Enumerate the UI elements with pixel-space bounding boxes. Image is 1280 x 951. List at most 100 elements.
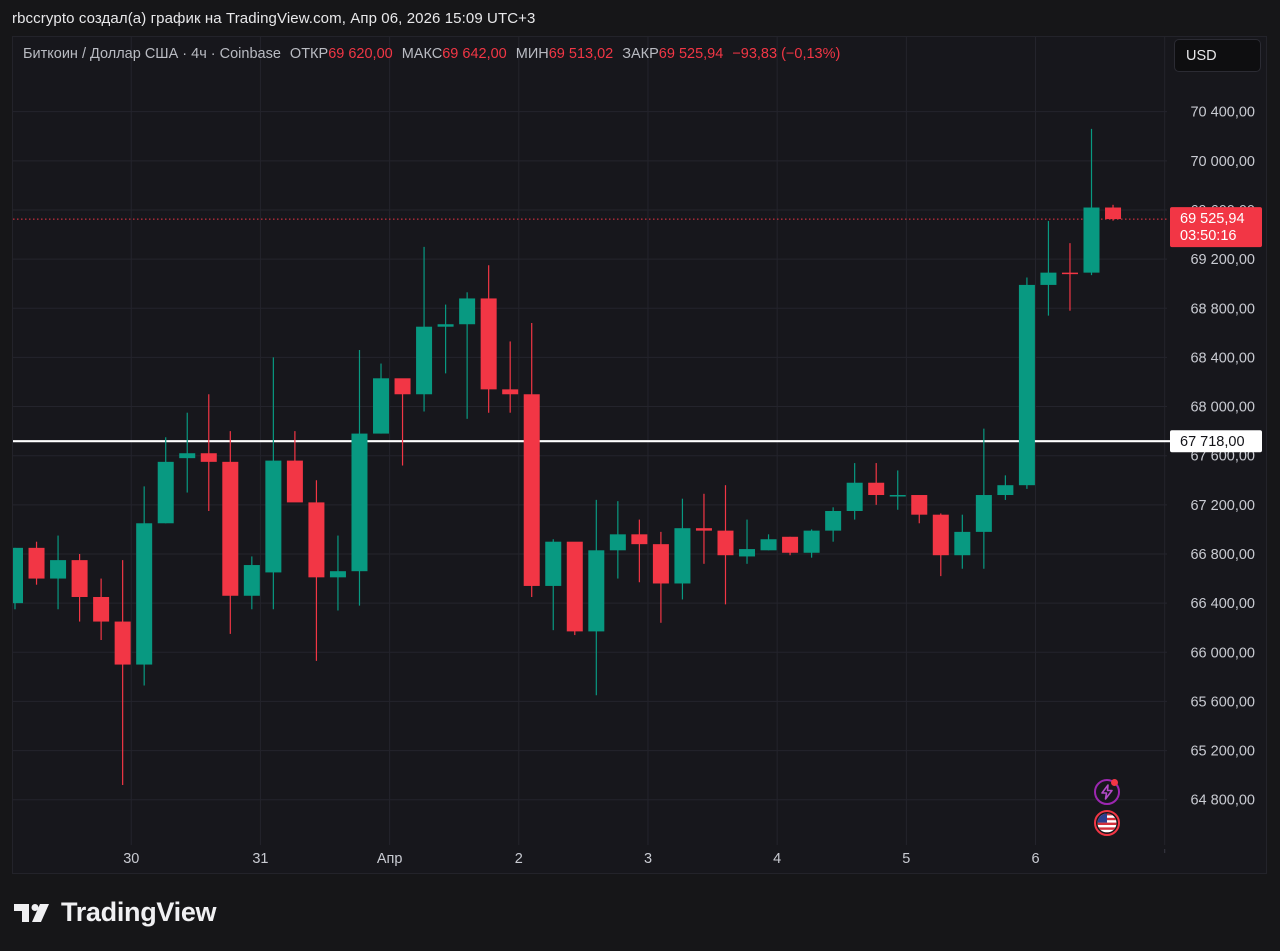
tradingview-logo-icon (14, 903, 49, 922)
candle-body (523, 394, 540, 586)
candle-body (480, 298, 497, 390)
candle-body (1105, 207, 1122, 220)
horizontal-level-layer (13, 218, 1171, 443)
candle-body (222, 461, 239, 596)
low-value: 69 513,02 (548, 46, 614, 62)
candle-body (1018, 284, 1035, 486)
candle-body (588, 550, 605, 632)
open-label: ОТКР (289, 46, 329, 62)
candle-body (243, 565, 260, 596)
price-change: −93,83 (−0,13%) (732, 46, 841, 62)
candle-body (28, 547, 45, 579)
candle-body (502, 389, 519, 395)
y-tick-label: 67 600,00 (1190, 449, 1255, 465)
last-price-label: 69 525,94 (1180, 211, 1245, 227)
x-tick-label: 5 (902, 851, 910, 867)
y-tick-label: 66 400,00 (1190, 596, 1255, 612)
level-price-label: 67 718,00 (1180, 434, 1245, 450)
close-value: 69 525,94 (658, 46, 724, 62)
candle-body (803, 530, 820, 553)
candle-body (50, 560, 67, 579)
last-price-tag (1170, 207, 1262, 248)
candle-body (889, 495, 906, 497)
currency-button[interactable]: USD (1174, 39, 1261, 72)
x-tick-label: 2 (515, 851, 523, 867)
chart-caption: rbccrypto создал(а) график на TradingVie… (12, 10, 536, 27)
candle-body (997, 485, 1014, 496)
candle-body (1083, 207, 1100, 273)
x-tick-label: 30 (123, 851, 139, 867)
candle-body (609, 534, 626, 551)
candle-body (975, 495, 992, 532)
candle-body (674, 528, 691, 584)
logo-text: TradingView (61, 897, 217, 927)
x-tick-label: 31 (252, 851, 268, 867)
y-tick-label: 70 400,00 (1190, 105, 1255, 121)
candle-body (868, 482, 885, 496)
low-label: МИН (515, 46, 549, 62)
y-tick-label: 65 600,00 (1190, 694, 1255, 710)
candle-body (695, 528, 712, 531)
countdown-label: 03:50:16 (1180, 228, 1236, 244)
tradingview-logo[interactable]: TradingView (14, 897, 217, 928)
y-tick-label: 70 000,00 (1190, 154, 1255, 170)
candle-body (566, 541, 583, 632)
y-tick-label: 68 400,00 (1190, 350, 1255, 366)
candle-body (351, 433, 368, 572)
candle-body (846, 482, 863, 511)
high-label: МАКС (401, 46, 443, 62)
y-tick-label: 64 800,00 (1190, 793, 1255, 809)
y-tick-label: 65 200,00 (1190, 744, 1255, 760)
y-tick-label: 68 000,00 (1190, 400, 1255, 416)
candle-body (416, 326, 433, 395)
candle-body (93, 596, 110, 622)
x-tick-label: 3 (644, 851, 652, 867)
us-flag-icon[interactable] (1094, 810, 1120, 836)
x-tick-label: 6 (1031, 851, 1039, 867)
y-tick-label: 69 200,00 (1190, 252, 1255, 268)
candle-body (179, 453, 196, 459)
candle-body (545, 541, 562, 586)
candle-body (136, 523, 153, 665)
candle-body (329, 571, 346, 578)
candle-body (13, 547, 23, 604)
notification-dot (1111, 779, 1118, 786)
candle-body (1061, 272, 1078, 275)
candle-body (437, 324, 454, 327)
candle-body (782, 536, 799, 553)
candle-body (739, 549, 756, 557)
level-price-tag (1170, 430, 1262, 453)
candle-body (200, 453, 217, 462)
x-tick-label: 4 (773, 851, 781, 867)
y-tick-label: 66 800,00 (1190, 547, 1255, 563)
close-label: ЗАКР (622, 46, 659, 62)
y-tick-label: 66 000,00 (1190, 645, 1255, 661)
candle-body (373, 378, 390, 434)
candle-body (932, 514, 949, 556)
candle-body (1040, 272, 1057, 285)
candle-body (394, 378, 411, 395)
y-tick-label: 68 800,00 (1190, 301, 1255, 317)
high-value: 69 642,00 (442, 46, 507, 62)
symbol-name[interactable]: Биткоин / Доллар США · 4ч · Coinbase (23, 46, 281, 62)
candle-body (954, 531, 971, 556)
candle-body (265, 460, 282, 573)
candle-body (631, 534, 648, 545)
time-axis: 293031Апр23456 (123, 849, 1166, 867)
candle-body (911, 495, 928, 515)
candle-body (652, 544, 669, 584)
candle-body (459, 298, 476, 325)
candle-body (717, 530, 734, 556)
symbol-legend: Биткоин / Доллар США · 4ч · Coinbase ОТК… (23, 46, 840, 62)
candle-body (71, 560, 88, 597)
candle-body (825, 510, 842, 531)
y-tick-label: 67 200,00 (1190, 498, 1255, 514)
candle-body (760, 539, 777, 551)
candle-body (286, 460, 303, 503)
candle-body (114, 621, 131, 665)
candle-body (308, 502, 325, 578)
candles-layer (13, 128, 1122, 785)
